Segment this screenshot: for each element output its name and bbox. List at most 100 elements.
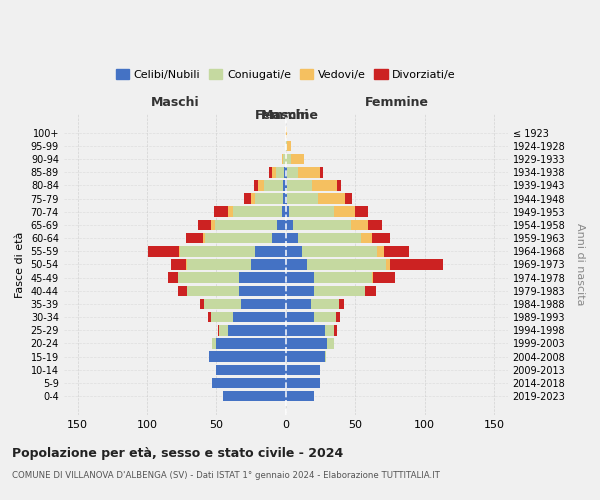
- Bar: [187, 286, 239, 296]
- Bar: [385, 246, 409, 256]
- Bar: [320, 167, 323, 177]
- Bar: [277, 220, 286, 230]
- Bar: [286, 259, 307, 270]
- Bar: [179, 246, 181, 256]
- Bar: [286, 167, 287, 177]
- Bar: [286, 364, 320, 375]
- Bar: [217, 338, 286, 348]
- Bar: [205, 233, 272, 243]
- Bar: [227, 325, 286, 336]
- Bar: [281, 154, 283, 164]
- Legend: Celibi/Nubili, Coniugati/e, Vedovi/e, Divorziati/e: Celibi/Nubili, Coniugati/e, Vedovi/e, Di…: [112, 65, 460, 84]
- Bar: [346, 194, 352, 204]
- Bar: [311, 298, 338, 309]
- Bar: [314, 312, 336, 322]
- Bar: [255, 246, 286, 256]
- Bar: [289, 206, 334, 217]
- Bar: [178, 272, 239, 283]
- Bar: [214, 206, 227, 217]
- Bar: [286, 140, 287, 151]
- Bar: [336, 312, 340, 322]
- Bar: [286, 325, 325, 336]
- Bar: [355, 206, 368, 217]
- Bar: [219, 325, 227, 336]
- Bar: [368, 220, 382, 230]
- Bar: [286, 154, 292, 164]
- Bar: [312, 180, 337, 190]
- Bar: [168, 272, 178, 283]
- Bar: [239, 272, 286, 283]
- Bar: [241, 298, 286, 309]
- Bar: [239, 286, 286, 296]
- Bar: [314, 272, 372, 283]
- Bar: [276, 167, 284, 177]
- Bar: [269, 167, 272, 177]
- Bar: [302, 246, 377, 256]
- Bar: [233, 312, 286, 322]
- Text: Femmine: Femmine: [365, 96, 429, 108]
- Bar: [199, 220, 211, 230]
- Bar: [187, 259, 251, 270]
- Bar: [328, 338, 334, 348]
- Bar: [181, 246, 255, 256]
- Bar: [283, 194, 286, 204]
- Bar: [212, 378, 286, 388]
- Bar: [200, 298, 204, 309]
- Bar: [272, 233, 286, 243]
- Bar: [283, 180, 286, 190]
- Bar: [372, 233, 390, 243]
- Bar: [286, 391, 314, 402]
- Bar: [365, 286, 376, 296]
- Bar: [254, 180, 258, 190]
- Bar: [286, 286, 314, 296]
- Bar: [255, 194, 283, 204]
- Bar: [287, 180, 312, 190]
- Bar: [298, 167, 320, 177]
- Bar: [211, 220, 215, 230]
- Bar: [286, 180, 287, 190]
- Bar: [186, 233, 203, 243]
- Bar: [286, 194, 287, 204]
- Bar: [286, 338, 328, 348]
- Bar: [373, 272, 395, 283]
- Bar: [251, 194, 255, 204]
- Bar: [204, 298, 241, 309]
- Bar: [337, 180, 341, 190]
- Text: Femmine: Femmine: [254, 109, 319, 122]
- Bar: [325, 325, 334, 336]
- Text: COMUNE DI VILLANOVA D'ALBENGA (SV) - Dati ISTAT 1° gennaio 2024 - Elaborazione T: COMUNE DI VILLANOVA D'ALBENGA (SV) - Dat…: [12, 470, 440, 480]
- Bar: [170, 259, 186, 270]
- Bar: [281, 206, 286, 217]
- Bar: [186, 259, 187, 270]
- Bar: [212, 338, 217, 348]
- Bar: [377, 246, 385, 256]
- Bar: [284, 167, 286, 177]
- Bar: [251, 259, 286, 270]
- Bar: [286, 298, 311, 309]
- Bar: [307, 259, 386, 270]
- Bar: [334, 206, 355, 217]
- Bar: [148, 246, 179, 256]
- Bar: [361, 233, 372, 243]
- Bar: [263, 180, 283, 190]
- Bar: [372, 272, 373, 283]
- Bar: [178, 286, 187, 296]
- Bar: [227, 206, 233, 217]
- Bar: [209, 352, 286, 362]
- Bar: [215, 220, 277, 230]
- Bar: [217, 364, 286, 375]
- Y-axis label: Fasce di età: Fasce di età: [15, 232, 25, 298]
- Bar: [390, 259, 443, 270]
- Bar: [208, 312, 211, 322]
- Bar: [286, 246, 302, 256]
- Bar: [258, 180, 263, 190]
- Bar: [325, 352, 326, 362]
- Bar: [286, 272, 314, 283]
- Bar: [223, 391, 286, 402]
- Bar: [314, 286, 365, 296]
- Bar: [351, 220, 368, 230]
- Bar: [318, 194, 346, 204]
- Bar: [283, 154, 286, 164]
- Bar: [334, 325, 337, 336]
- Bar: [218, 325, 219, 336]
